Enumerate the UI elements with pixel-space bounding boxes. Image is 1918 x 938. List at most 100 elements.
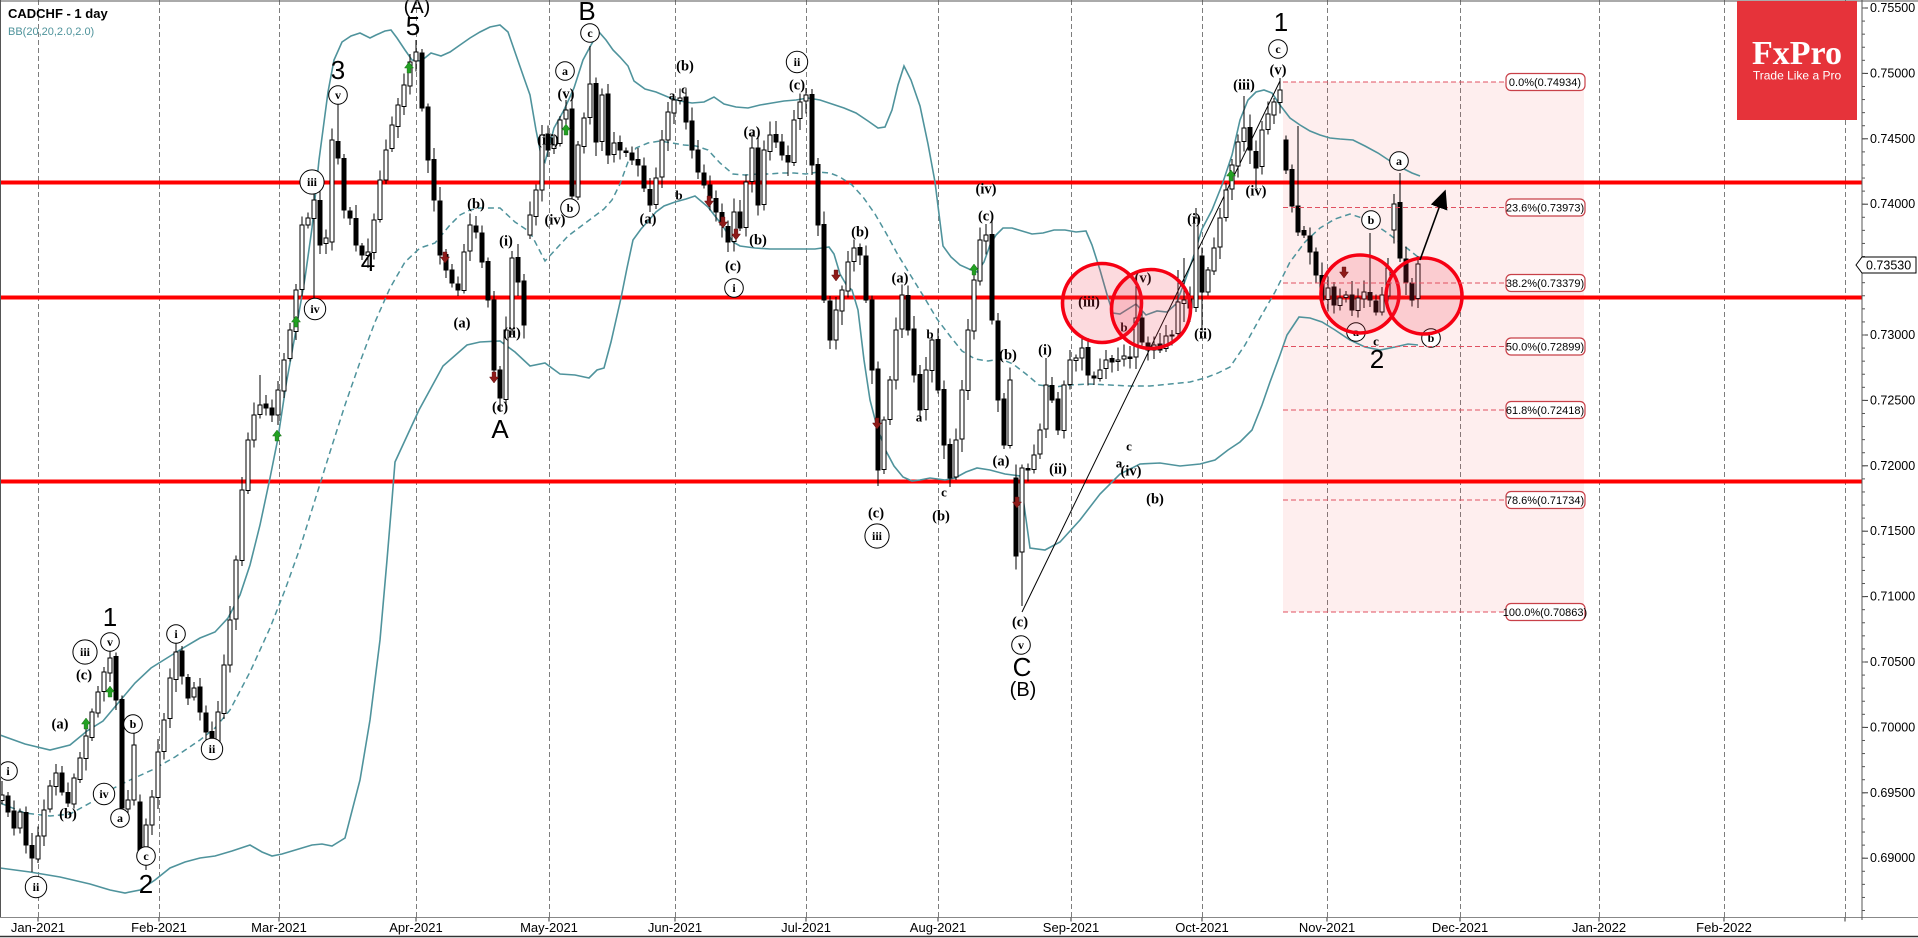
svg-text:c: c <box>941 485 947 500</box>
svg-text:Jul-2021: Jul-2021 <box>781 920 831 935</box>
svg-text:(b): (b) <box>1146 492 1164 508</box>
svg-text:iii: iii <box>872 529 883 543</box>
svg-text:(c): (c) <box>1012 615 1028 631</box>
svg-text:50.0%(0.72899): 50.0%(0.72899) <box>1506 341 1584 353</box>
svg-text:(b): (b) <box>851 225 869 241</box>
svg-text:38.2%(0.73379): 38.2%(0.73379) <box>1506 278 1584 290</box>
svg-text:b: b <box>926 327 933 342</box>
svg-text:(a): (a) <box>993 454 1010 470</box>
svg-text:ii: ii <box>33 880 40 894</box>
svg-text:0.71500: 0.71500 <box>1870 524 1915 538</box>
svg-text:0.75500: 0.75500 <box>1870 1 1915 15</box>
svg-text:iii: iii <box>80 645 91 659</box>
svg-text:0.74500: 0.74500 <box>1870 132 1915 146</box>
svg-text:(a): (a) <box>892 271 909 287</box>
svg-text:(iv): (iv) <box>1246 184 1267 200</box>
svg-text:a: a <box>669 88 676 103</box>
svg-text:0.73000: 0.73000 <box>1870 328 1915 342</box>
svg-text:ii: ii <box>209 742 216 756</box>
svg-text:23.6%(0.73973): 23.6%(0.73973) <box>1506 202 1584 214</box>
svg-text:(iv): (iv) <box>545 213 566 229</box>
svg-text:(b): (b) <box>749 233 767 249</box>
svg-text:2: 2 <box>1370 344 1384 374</box>
svg-text:(c): (c) <box>789 78 805 94</box>
svg-text:(B): (B) <box>1010 679 1037 701</box>
svg-text:0.69000: 0.69000 <box>1870 851 1915 865</box>
svg-text:BB(20,20,2.0,2.0): BB(20,20,2.0,2.0) <box>8 26 94 38</box>
svg-text:a: a <box>1396 154 1402 168</box>
svg-text:(c): (c) <box>492 400 508 416</box>
svg-text:i: i <box>732 281 736 295</box>
svg-text:(ii): (ii) <box>503 326 521 342</box>
svg-text:b: b <box>1368 213 1375 227</box>
svg-text:78.6%(0.71734): 78.6%(0.71734) <box>1506 495 1584 507</box>
svg-text:Jan-2022: Jan-2022 <box>1572 920 1626 935</box>
svg-text:(b): (b) <box>59 807 77 823</box>
svg-text:C: C <box>1013 652 1032 682</box>
svg-text:0.72000: 0.72000 <box>1870 459 1915 473</box>
svg-text:(i): (i) <box>499 234 513 250</box>
svg-text:v: v <box>107 635 113 649</box>
svg-text:4: 4 <box>361 247 375 277</box>
svg-text:(a): (a) <box>52 717 69 733</box>
svg-text:5: 5 <box>406 11 420 41</box>
svg-text:May-2021: May-2021 <box>520 920 578 935</box>
svg-text:ii: ii <box>794 55 801 69</box>
svg-text:i: i <box>6 764 10 778</box>
svg-text:Feb-2022: Feb-2022 <box>1696 920 1752 935</box>
svg-text:(a): (a) <box>454 316 471 332</box>
svg-text:Apr-2021: Apr-2021 <box>389 920 442 935</box>
svg-text:1: 1 <box>103 602 117 632</box>
svg-text:(A): (A) <box>404 0 431 18</box>
svg-text:Dec-2021: Dec-2021 <box>1432 920 1488 935</box>
svg-text:Jun-2021: Jun-2021 <box>648 920 702 935</box>
svg-text:0.69500: 0.69500 <box>1870 786 1915 800</box>
svg-text:(c): (c) <box>868 506 884 522</box>
svg-text:Jan-2021: Jan-2021 <box>11 920 65 935</box>
svg-text:b: b <box>130 717 137 731</box>
svg-text:B: B <box>578 0 595 26</box>
svg-text:Nov-2021: Nov-2021 <box>1299 920 1355 935</box>
svg-text:v: v <box>335 88 341 102</box>
svg-text:(v): (v) <box>1270 63 1287 79</box>
svg-text:2: 2 <box>139 869 153 899</box>
svg-text:(iii): (iii) <box>1233 78 1255 94</box>
svg-text:(b): (b) <box>676 59 694 75</box>
svg-text:61.8%(0.72418): 61.8%(0.72418) <box>1506 405 1584 417</box>
svg-text:(v): (v) <box>558 87 575 103</box>
svg-text:Mar-2021: Mar-2021 <box>251 920 307 935</box>
svg-text:a: a <box>1116 456 1123 471</box>
svg-text:(iv): (iv) <box>976 182 997 198</box>
svg-text:0.73530: 0.73530 <box>1866 259 1911 273</box>
svg-text:0.70000: 0.70000 <box>1870 720 1915 734</box>
svg-text:c: c <box>681 82 687 97</box>
svg-text:CADCHF - 1 day: CADCHF - 1 day <box>8 6 108 21</box>
svg-text:0.72500: 0.72500 <box>1870 393 1915 407</box>
svg-text:(iii): (iii) <box>1078 295 1100 311</box>
svg-text:(b): (b) <box>999 348 1017 364</box>
svg-text:(a): (a) <box>744 125 761 141</box>
svg-text:(b): (b) <box>932 509 950 525</box>
svg-text:0.75000: 0.75000 <box>1870 66 1915 80</box>
svg-text:(iv): (iv) <box>1121 464 1142 480</box>
svg-text:b: b <box>675 188 682 203</box>
svg-text:A: A <box>491 414 509 444</box>
svg-text:(i): (i) <box>1187 212 1201 228</box>
svg-text:(ii): (ii) <box>1049 462 1067 478</box>
svg-text:Aug-2021: Aug-2021 <box>910 920 966 935</box>
svg-text:c: c <box>1126 439 1132 454</box>
svg-text:c: c <box>1373 334 1379 349</box>
svg-text:c: c <box>1275 42 1281 56</box>
svg-text:0.74000: 0.74000 <box>1870 197 1915 211</box>
svg-text:3: 3 <box>331 55 345 85</box>
svg-text:i: i <box>174 627 178 641</box>
svg-text:0.71000: 0.71000 <box>1870 590 1915 604</box>
svg-text:0.70500: 0.70500 <box>1870 655 1915 669</box>
svg-text:FxPro: FxPro <box>1752 35 1842 72</box>
svg-text:(c): (c) <box>725 259 741 275</box>
svg-text:c: c <box>587 26 593 40</box>
svg-text:(a): (a) <box>640 212 657 228</box>
svg-text:iii: iii <box>307 175 318 189</box>
svg-text:a: a <box>562 64 568 78</box>
svg-text:(c): (c) <box>978 209 994 225</box>
